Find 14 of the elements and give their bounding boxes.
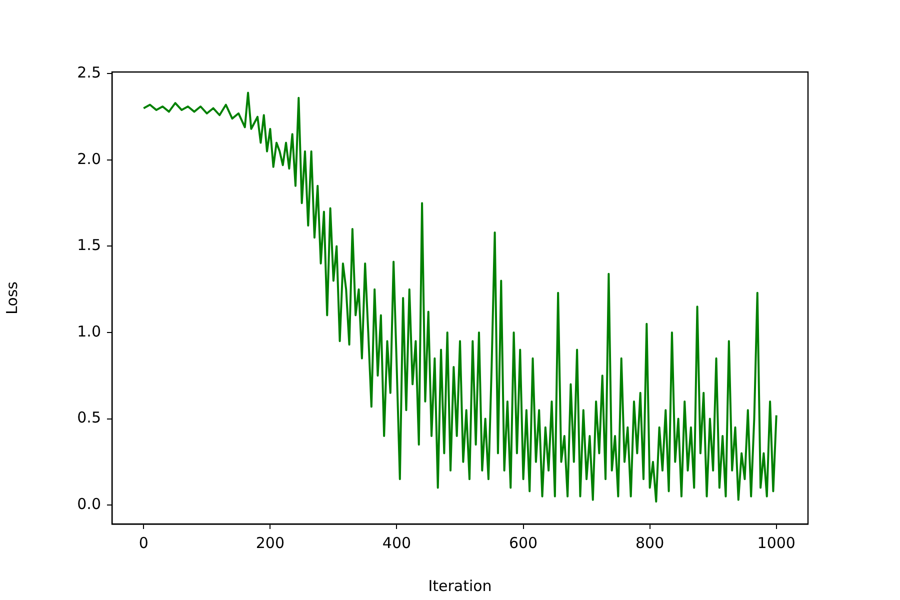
x-tick-label: 400 <box>382 534 412 552</box>
y-axis-title: Loss <box>2 281 21 314</box>
y-tick-label: 2.5 <box>77 64 101 82</box>
y-tick-label: 0.0 <box>77 494 101 513</box>
x-axis-title: Iteration <box>428 576 492 595</box>
y-tick-label: 2.0 <box>77 150 101 168</box>
y-tick-label: 1.0 <box>77 322 101 340</box>
x-tick-label: 0 <box>138 534 148 552</box>
x-tick-label: 800 <box>636 534 664 552</box>
x-tick-label: 200 <box>256 534 284 552</box>
y-tick-label: 0.5 <box>77 408 101 427</box>
x-tick-label: 600 <box>508 534 538 552</box>
x-tick-label: 1000 <box>757 534 796 552</box>
y-tick-label: 1.5 <box>77 236 101 254</box>
